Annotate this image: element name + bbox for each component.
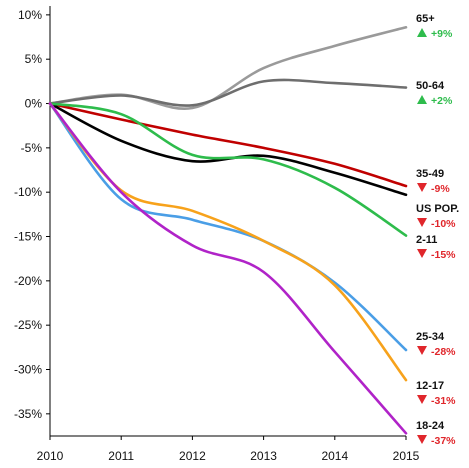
series-change: +2%: [431, 95, 453, 107]
series-line-18-24: [48, 102, 408, 435]
series-line-12-17: [48, 102, 408, 382]
triangle-down-icon: [417, 183, 427, 192]
triangle-down-icon: [417, 218, 427, 227]
series-change: -9%: [431, 183, 450, 195]
y-tick-label: 0%: [25, 97, 43, 111]
series-name: 25-34: [416, 331, 445, 343]
series-label-2-11: 2-11 -15%: [416, 234, 456, 261]
x-tick-label: 2014: [321, 449, 348, 463]
series-change: -37%: [431, 435, 456, 447]
series-label-12-17: 12-17 -31%: [416, 380, 456, 407]
series-line-2-11: [48, 102, 408, 237]
y-tick-label: -35%: [14, 407, 42, 421]
series-name: 65+: [416, 13, 435, 25]
y-tick-label: -20%: [14, 274, 42, 288]
x-tick-label: 2015: [393, 449, 420, 463]
y-tick-label: -5%: [21, 141, 43, 155]
series-label-35-49: 35-49 -9%: [416, 168, 450, 195]
series-label-us-pop: US POP. -10%: [416, 203, 459, 230]
y-tick-label: 5%: [25, 52, 43, 66]
x-tick-labels: 2010 2011 2012 2013 2014 2015: [37, 449, 420, 463]
y-tick-label: -15%: [14, 230, 42, 244]
series-name: US POP.: [416, 203, 459, 215]
x-tick-label: 2013: [250, 449, 277, 463]
y-tick-labels: 10% 5% 0% -5% -10% -15% -20% -25% -30% -35%: [14, 8, 42, 421]
x-tick-label: 2010: [37, 449, 64, 463]
x-tick-label: 2011: [108, 449, 134, 463]
triangle-down-icon: [417, 395, 427, 404]
triangle-up-icon: [417, 28, 427, 37]
series-label-65: 65++9%: [416, 13, 453, 40]
series-end-labels: 65++9%50-64+2%35-49-9%US POP.-10%2-11-15…: [416, 13, 459, 447]
series-name: 35-49: [416, 168, 444, 180]
series-line-35-49: [48, 102, 408, 188]
triangle-down-icon: [417, 249, 427, 258]
y-tick-label: 10%: [18, 8, 42, 22]
x-tick-label: 2012: [179, 449, 206, 463]
series-change: -28%: [431, 346, 456, 358]
series-name: 2-11: [416, 234, 437, 246]
series-change: +9%: [431, 28, 453, 40]
series-line-50-64: [48, 78, 408, 107]
series-change: -15%: [431, 249, 456, 261]
y-tick-label: -25%: [14, 318, 42, 332]
series-line-25-34: [48, 102, 408, 352]
series-name: 12-17: [416, 380, 444, 392]
series-label-18-24: 18-24 -37%: [416, 420, 456, 447]
series-label-50-64: 50-64 +2%: [416, 80, 453, 107]
series-change: -10%: [431, 218, 456, 230]
series-lines: [48, 26, 408, 435]
chart-axes: [46, 6, 407, 440]
y-tick-label: -10%: [14, 185, 42, 199]
triangle-down-icon: [417, 435, 427, 444]
series-label-25-34: 25-34 -28%: [416, 331, 456, 358]
series-change: -31%: [431, 395, 456, 407]
triangle-down-icon: [417, 346, 427, 355]
series-name: 18-24: [416, 420, 445, 432]
series-name: 50-64: [416, 80, 445, 92]
y-tick-label: -30%: [14, 363, 42, 377]
triangle-up-icon: [417, 95, 427, 104]
